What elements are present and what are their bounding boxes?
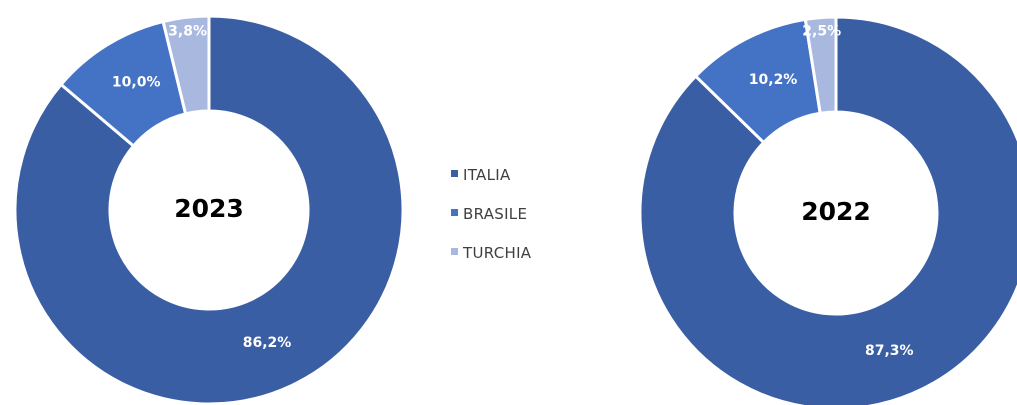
data-label-italia-2023: 86,2%: [243, 335, 292, 351]
slice-italia-2023: [13, 14, 405, 405]
donut-chart-2022: 87,3% 10,2% 2,5% 2022: [638, 15, 1017, 405]
data-label-turchia-2022: 2,5%: [802, 24, 841, 40]
legend-item-italia: ITALIA: [451, 166, 511, 184]
legend: ITALIA BRASILE TURCHIA: [451, 166, 532, 262]
legend-item-turchia: TURCHIA: [451, 244, 532, 262]
legend-label-turchia: TURCHIA: [462, 244, 532, 262]
data-label-brasile-2023: 10,0%: [112, 74, 161, 90]
legend-label-italia: ITALIA: [463, 166, 511, 184]
donut-center-year-2023: 2023: [174, 194, 244, 223]
donut-chart-2023: 86,2% 10,0% 3,8% 2023: [13, 14, 405, 405]
data-label-turchia-2023: 3,8%: [168, 23, 207, 39]
legend-label-brasile: BRASILE: [463, 205, 527, 223]
slice-turchia-2022: [803, 15, 838, 115]
legend-swatch-italia: [451, 170, 458, 177]
slice-turchia-2023: [161, 14, 211, 116]
legend-swatch-brasile: [451, 209, 458, 216]
data-label-brasile-2022: 10,2%: [749, 72, 798, 88]
legend-item-brasile: BRASILE: [451, 205, 527, 223]
legend-swatch-turchia: [451, 248, 458, 255]
donut-center-year-2022: 2022: [801, 197, 871, 226]
data-label-italia-2022: 87,3%: [865, 343, 914, 359]
